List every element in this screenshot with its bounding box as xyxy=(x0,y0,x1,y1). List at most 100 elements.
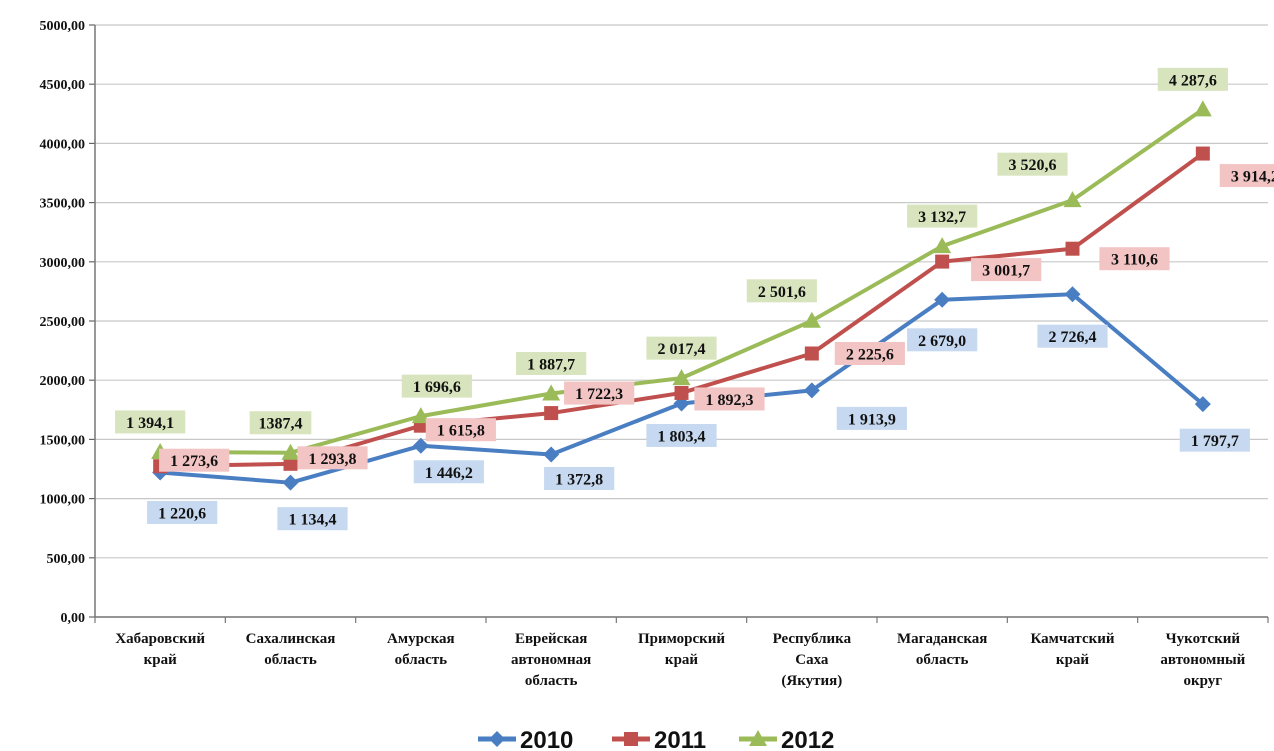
data-point-2011 xyxy=(1065,241,1080,256)
data-label-2011: 1 293,8 xyxy=(297,446,368,470)
legend-item-2011: 2011 xyxy=(612,727,706,751)
x-tick-label: Еврейская автономная область xyxy=(511,631,591,689)
y-tick-label: 0,00 xyxy=(61,611,86,626)
data-label-2011: 1 615,8 xyxy=(425,418,496,442)
data-label-2011: 3 110,6 xyxy=(1099,247,1170,271)
svg-text:1 446,2: 1 446,2 xyxy=(425,465,473,482)
svg-text:3 001,7: 3 001,7 xyxy=(982,263,1030,280)
svg-text:2 017,4: 2 017,4 xyxy=(658,341,706,358)
x-tick-label: Хабаровский край xyxy=(115,631,205,668)
svg-text:2 726,4: 2 726,4 xyxy=(1049,329,1097,346)
series-group xyxy=(151,100,1212,491)
svg-text:2 679,0: 2 679,0 xyxy=(918,333,966,350)
svg-text:3 914,2: 3 914,2 xyxy=(1231,169,1274,186)
x-tick-label: Камчатский край xyxy=(1030,631,1114,668)
data-labels: 1 220,6 1 134,4 1 446,2 1 372,8 1 803,4 1 913… xyxy=(115,67,1274,531)
svg-text:2 225,6: 2 225,6 xyxy=(846,346,894,363)
data-point-2011 xyxy=(544,406,559,421)
data-label-2010: 2 679,0 xyxy=(907,328,978,352)
data-point-2011 xyxy=(674,385,689,400)
svg-text:3 132,7: 3 132,7 xyxy=(918,209,966,226)
data-point-2012 xyxy=(542,384,561,401)
data-label-2011: 1 722,3 xyxy=(564,381,635,405)
x-tick-label: Сахалинская область xyxy=(246,631,336,668)
data-point-2011 xyxy=(283,456,298,471)
data-point-2010 xyxy=(934,291,951,308)
data-point-2012 xyxy=(1063,191,1082,208)
svg-text:1 220,6: 1 220,6 xyxy=(158,505,206,522)
svg-text:1 134,4: 1 134,4 xyxy=(289,512,337,529)
y-tick-label: 1500,00 xyxy=(40,433,86,448)
data-point-2012 xyxy=(411,407,430,424)
legend: 2010 2011 2012 xyxy=(478,727,834,751)
data-label-2012: 2 017,4 xyxy=(646,336,717,360)
data-point-2010 xyxy=(1064,286,1081,303)
x-tick-label: Приморский край xyxy=(638,631,725,668)
data-point-2012 xyxy=(672,369,691,386)
y-tick-label: 3000,00 xyxy=(40,256,86,271)
data-point-2012 xyxy=(281,443,300,460)
svg-text:4 287,6: 4 287,6 xyxy=(1169,72,1217,89)
data-label-2010: 1 803,4 xyxy=(646,423,717,447)
svg-text:2012: 2012 xyxy=(781,727,834,751)
data-label-2010: 1 913,9 xyxy=(836,406,907,430)
data-label-2010: 1 134,4 xyxy=(277,507,348,531)
y-tick-label: 3500,00 xyxy=(40,197,86,212)
x-axis: Хабаровский край Сахалинская область Амурска… xyxy=(94,616,1269,689)
legend-marker-2012 xyxy=(749,730,767,746)
legend-item-2012: 2012 xyxy=(739,727,834,751)
data-label-2011: 3 001,7 xyxy=(971,258,1042,282)
y-tick-label: 5000,00 xyxy=(40,19,86,34)
svg-text:2010: 2010 xyxy=(520,727,573,751)
y-tick-label: 4000,00 xyxy=(40,137,86,152)
svg-text:1 887,7: 1 887,7 xyxy=(527,356,575,373)
y-tick-label: 500,00 xyxy=(47,552,86,567)
data-point-2011 xyxy=(804,346,819,361)
svg-text:1 372,8: 1 372,8 xyxy=(555,471,603,488)
svg-text:1 293,8: 1 293,8 xyxy=(309,451,357,468)
svg-text:2 501,6: 2 501,6 xyxy=(758,284,806,301)
x-tick-label: Амурская область xyxy=(387,631,455,668)
svg-text:3 520,6: 3 520,6 xyxy=(1009,157,1057,174)
svg-text:1 803,4: 1 803,4 xyxy=(658,428,706,445)
data-label-2010: 1 797,7 xyxy=(1179,428,1250,452)
data-point-2010 xyxy=(282,474,299,491)
data-point-2012 xyxy=(1193,100,1212,117)
gridlines xyxy=(95,24,1268,618)
data-point-2012 xyxy=(933,237,952,254)
data-point-2010 xyxy=(1194,396,1211,413)
y-tick-label: 2000,00 xyxy=(40,374,86,389)
data-label-2010: 1 220,6 xyxy=(147,500,218,524)
data-label-2010: 1 446,2 xyxy=(413,460,484,484)
data-label-2012: 1 394,1 xyxy=(115,410,186,434)
y-axis: 0,00 500,00 1000,00 1500,00 2000,00 2500,00 30… xyxy=(40,19,96,626)
series-line-2011 xyxy=(160,151,1205,469)
x-tick-label: Чукотский автономный округ xyxy=(1160,631,1245,689)
data-point-2010 xyxy=(803,382,820,399)
y-tick-label: 4500,00 xyxy=(40,78,86,93)
data-label-2012: 1 887,7 xyxy=(516,351,587,375)
svg-text:1 797,7: 1 797,7 xyxy=(1191,433,1239,450)
data-label-2010: 1 372,8 xyxy=(544,466,615,490)
data-label-2010: 2 726,4 xyxy=(1037,324,1108,348)
y-tick-label: 2500,00 xyxy=(40,315,86,330)
data-label-2012: 3 520,6 xyxy=(997,152,1068,176)
svg-text:1 696,6: 1 696,6 xyxy=(413,379,461,396)
legend-marker-2011 xyxy=(624,732,638,746)
legend-item-2010: 2010 xyxy=(478,727,573,751)
data-label-2011: 1 273,6 xyxy=(159,448,230,472)
data-label-2012: 3 132,7 xyxy=(907,204,978,228)
x-tick-label: Магаданская область xyxy=(897,631,987,668)
svg-text:1 394,1: 1 394,1 xyxy=(126,415,174,432)
data-label-2011: 3 914,2 xyxy=(1219,164,1274,188)
data-label-2012: 1387,4 xyxy=(249,411,312,435)
x-tick-label: Республика Саха (Якутия) xyxy=(773,631,852,689)
svg-text:1387,4: 1387,4 xyxy=(259,416,303,433)
svg-text:2011: 2011 xyxy=(654,727,706,751)
data-label-2012: 1 696,6 xyxy=(401,374,472,398)
data-label-2012: 4 287,6 xyxy=(1157,67,1228,91)
data-label-2011: 1 892,3 xyxy=(694,387,765,411)
svg-text:3 110,6: 3 110,6 xyxy=(1111,252,1158,269)
data-point-2011 xyxy=(1195,146,1210,161)
